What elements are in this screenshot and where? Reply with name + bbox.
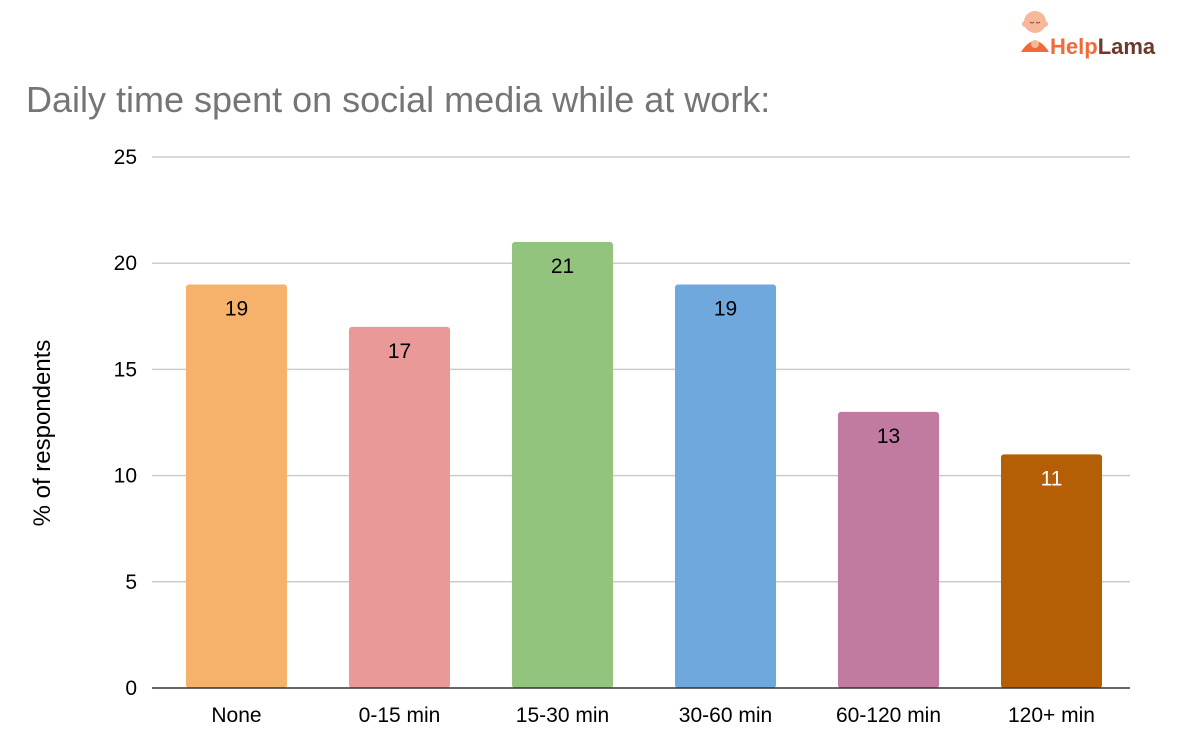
y-tick-label: 25: [114, 146, 137, 169]
y-tick-label: 0: [125, 677, 137, 700]
data-label: 19: [714, 297, 737, 320]
bars: [185, 241, 1103, 688]
y-tick-label: 15: [114, 358, 137, 381]
x-tick-label: 0-15 min: [359, 704, 441, 727]
svg-text:HelpLama: HelpLama: [1050, 34, 1156, 59]
y-axis-label: % of respondents: [29, 340, 56, 527]
x-tick-labels: None 0-15 min 15-30 min 30-60 min 60-120 min…: [211, 704, 1095, 727]
bar-0-15-min: [348, 326, 451, 688]
data-label: 17: [388, 340, 411, 363]
y-tick-label: 5: [125, 571, 137, 594]
x-tick-label: 30-60 min: [679, 704, 772, 727]
chart-title: Daily time spent on social media while a…: [26, 79, 770, 120]
data-labels: 19 17 21 19 13 11: [225, 255, 1063, 490]
bar-120-min: [1000, 454, 1103, 688]
bar-30-60-min: [674, 284, 777, 688]
monk-mascot-icon: [1021, 11, 1049, 52]
data-label: 19: [225, 297, 248, 320]
logo-help-text: Help: [1050, 34, 1098, 59]
data-label: 13: [877, 425, 900, 448]
logo-lama-text: Lama: [1098, 34, 1156, 59]
x-tick-label: 120+ min: [1008, 704, 1095, 727]
data-label: 21: [551, 255, 574, 278]
x-tick-label: 60-120 min: [836, 704, 941, 727]
y-tick-label: 20: [114, 252, 137, 275]
x-tick-label: None: [211, 704, 261, 727]
y-tick-label: 10: [114, 465, 137, 488]
bar-none: [185, 284, 288, 688]
gridlines: [152, 156, 1130, 583]
data-label: 11: [1041, 467, 1063, 490]
y-tick-labels: 0 5 10 15 20 25: [114, 146, 137, 700]
x-tick-label: 15-30 min: [516, 704, 609, 727]
bar-60-120-min: [837, 411, 940, 688]
bar-15-30-min: [511, 241, 614, 688]
helplama-logo: HelpLama: [1021, 11, 1156, 59]
